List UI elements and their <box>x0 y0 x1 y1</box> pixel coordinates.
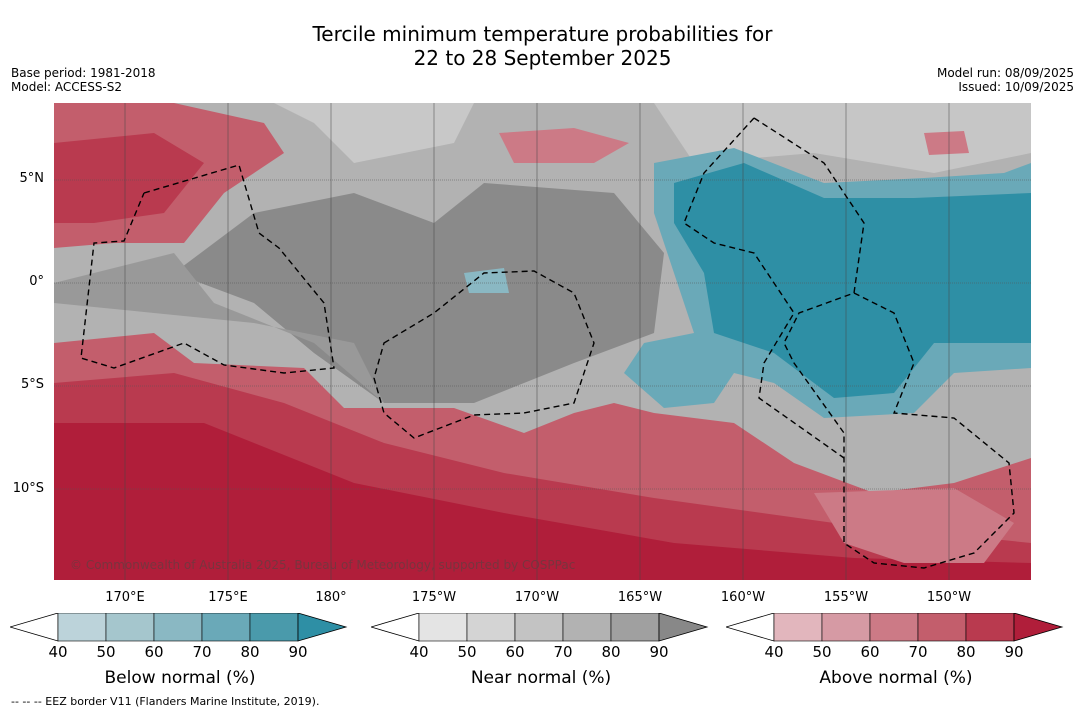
colorbar-tick-label: 80 <box>240 643 260 661</box>
colorbar-lower-extend <box>371 613 420 642</box>
colorbar-tick-label: 90 <box>649 643 669 661</box>
colorbar-segment <box>869 613 919 642</box>
lon-label-170e: 170°E <box>105 590 145 605</box>
colorbar-tick-label: 60 <box>505 643 525 661</box>
above-normal-patch-north <box>499 128 629 163</box>
colorbar-tick-label: 70 <box>192 643 212 661</box>
colorbar-segment <box>57 613 107 642</box>
colorbar-tick-label: 50 <box>96 643 116 661</box>
eez-footnote: -- -- -- EEZ border V11 (Flanders Marine… <box>11 695 320 708</box>
colorbar-title-above: Above normal (%) <box>819 668 973 688</box>
colorbar-upper-extend <box>658 613 709 642</box>
colorbar-above-normal <box>726 613 1064 642</box>
lat-label-5s: 5°S <box>20 377 44 392</box>
colorbar-segment <box>514 613 564 642</box>
title-line-1: Tercile minimum temperature probabilitie… <box>312 22 773 46</box>
model-name: Model: ACCESS-S2 <box>11 80 123 94</box>
lon-label-180: 180° <box>315 590 347 605</box>
colorbar-tick-label: 60 <box>144 643 164 661</box>
colorbar-segment <box>610 613 660 642</box>
colorbar-segment <box>773 613 823 642</box>
lat-label-10s: 10°S <box>12 481 44 496</box>
lon-label-175e: 175°E <box>208 590 248 605</box>
lon-label-150w: 150°W <box>926 590 972 605</box>
colorbar-segment <box>562 613 612 642</box>
eez-borders <box>80 117 1015 569</box>
colorbar-segment <box>466 613 516 642</box>
colorbar-upper-extend <box>1013 613 1064 642</box>
colorbar-tick-label: 80 <box>601 643 621 661</box>
near-normal-core <box>174 183 664 403</box>
colorbar-tick-label: 50 <box>812 643 832 661</box>
colorbar-upper-extend <box>297 613 348 642</box>
colorbar-segment <box>917 613 967 642</box>
colorbar-lower-extend <box>726 613 775 642</box>
model-run: Model run: 08/09/2025 <box>936 66 1074 80</box>
colorbar-segment <box>965 613 1015 642</box>
colorbar-title-below: Below normal (%) <box>104 668 256 688</box>
colorbar-tick-label: 40 <box>764 643 784 661</box>
graticule <box>54 179 1031 490</box>
above-normal-nw-core <box>54 133 204 223</box>
colorbar-segment <box>418 613 468 642</box>
colorbar-title-near: Near normal (%) <box>470 668 612 688</box>
colorbar-tick-label: 90 <box>1004 643 1024 661</box>
colorbar-segment <box>821 613 871 642</box>
probability-map <box>54 103 1031 580</box>
colorbar-near-normal <box>371 613 709 642</box>
lon-label-155w: 155°W <box>823 590 869 605</box>
colorbar-segment <box>249 613 299 642</box>
colorbar-tick-label: 40 <box>48 643 68 661</box>
lon-label-160w: 160°W <box>720 590 766 605</box>
colorbar-segment <box>105 613 155 642</box>
above-normal-se-patch <box>814 488 1014 563</box>
colorbar-tick-label: 80 <box>956 643 976 661</box>
colorbar-segment <box>153 613 203 642</box>
colorbar-tick-label: 50 <box>457 643 477 661</box>
colorbar-below-normal <box>10 613 348 642</box>
colorbar-tick-label: 70 <box>553 643 573 661</box>
colorbar-tick-label: 90 <box>288 643 308 661</box>
colorbar-tick-label: 60 <box>860 643 880 661</box>
meta-right: Model run: 08/09/2025 Issued: 10/09/2025 <box>937 66 1074 94</box>
lon-label-165w: 165°W <box>617 590 663 605</box>
near-normal-band <box>54 253 384 403</box>
copyright-credit: © Commonwealth of Australia 2025, Bureau… <box>70 558 576 572</box>
meridians <box>124 103 950 580</box>
colorbar-segment <box>201 613 251 642</box>
lon-label-175w: 175°W <box>411 590 457 605</box>
near-normal-light-north <box>274 103 474 163</box>
lat-label-0: 0° <box>29 274 44 289</box>
meta-left: Base period: 1981-2018 Model: ACCESS-S2 <box>11 66 156 94</box>
issued-date: Issued: 10/09/2025 <box>958 80 1074 94</box>
colorbar-tick-label: 70 <box>908 643 928 661</box>
chart-title: Tercile minimum temperature probabilitie… <box>0 22 1085 70</box>
below-normal-patch <box>464 268 509 293</box>
colorbar-lower-extend <box>10 613 59 642</box>
below-normal-core <box>674 163 1031 398</box>
base-period: Base period: 1981-2018 <box>11 66 156 80</box>
colorbar-tick-label: 40 <box>409 643 429 661</box>
above-normal-patch-ne <box>924 131 969 155</box>
lat-label-5n: 5°N <box>19 171 45 186</box>
title-line-2: 22 to 28 September 2025 <box>413 46 672 70</box>
lon-label-170w: 170°W <box>514 590 560 605</box>
above-normal-south-core <box>54 423 1031 580</box>
